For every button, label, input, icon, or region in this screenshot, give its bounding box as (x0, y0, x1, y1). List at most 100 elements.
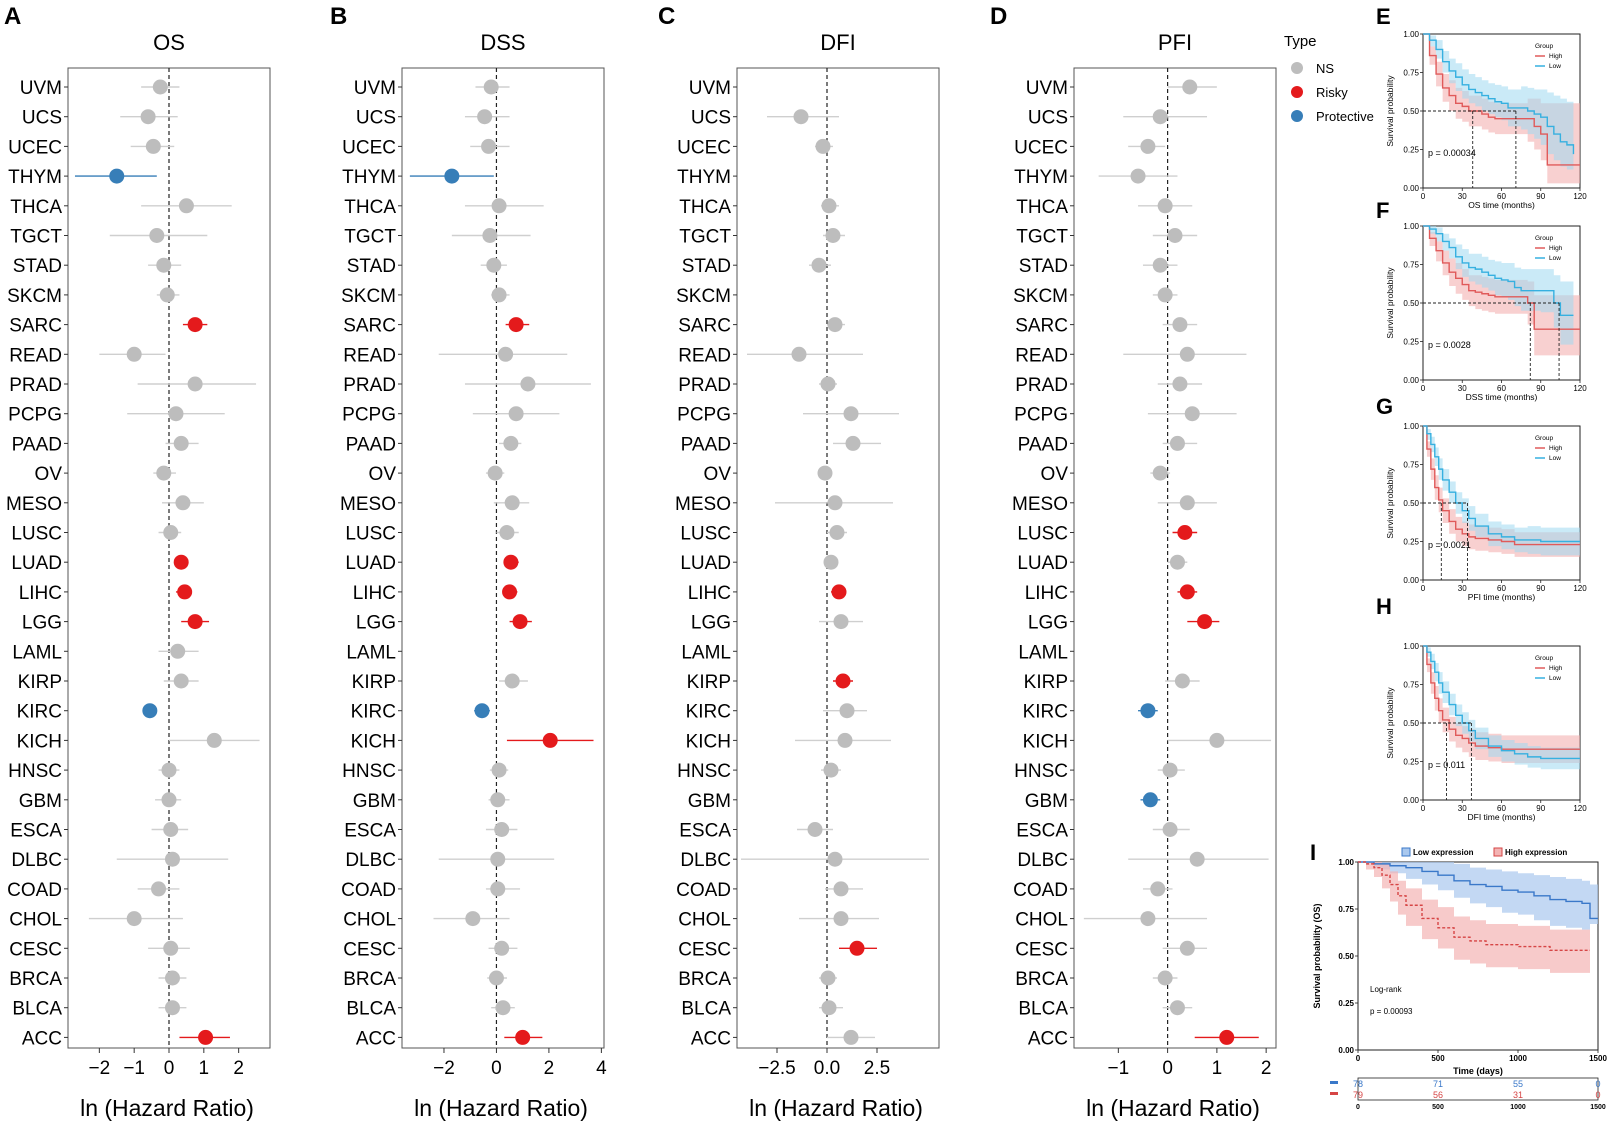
category-label: SARC (9, 316, 62, 337)
category-label: READ (1015, 345, 1068, 366)
category-label: HNSC (8, 761, 62, 782)
forest-plot-dfi: DFI UVM UCS UCEC THYM THCA TGCT STAD SKCM SARC REA… (675, 30, 940, 1121)
category-label: KIRP (18, 672, 62, 693)
y-tick-label: 0.75 (1338, 905, 1354, 914)
x-axis-label: ln (Hazard Ratio) (749, 1095, 923, 1121)
hr-point (140, 109, 156, 125)
x-tick-label: −2 (89, 1058, 111, 1079)
x-tick-label: 2.5 (864, 1058, 890, 1079)
category-label: TGCT (10, 227, 62, 248)
category-label: STAD (1019, 256, 1068, 277)
panel-letter-g: G (1376, 394, 1393, 419)
hr-point (1189, 851, 1205, 867)
hr-point (503, 435, 519, 451)
expression-legend-label: Low expression (1413, 848, 1474, 857)
hr-point (477, 109, 493, 125)
category-label: BLCA (1018, 999, 1068, 1020)
category-label: UCS (356, 108, 396, 129)
hr-point (1209, 732, 1225, 748)
category-label: TGCT (679, 227, 731, 248)
hr-point (161, 762, 177, 778)
hr-point (1150, 881, 1166, 897)
y-tick-label: 1.00 (1403, 422, 1419, 431)
hr-point (1172, 317, 1188, 333)
group-legend-label: Low (1549, 675, 1561, 682)
category-label: ACC (356, 1028, 396, 1049)
category-label: ESCA (344, 821, 396, 842)
category-label: OV (704, 464, 732, 485)
hr-point (1157, 970, 1173, 986)
panel-letter-f: F (1376, 198, 1389, 223)
x-axis-label: PFI time (months) (1468, 592, 1536, 602)
group-legend-label: High (1549, 245, 1563, 252)
hr-point (156, 465, 172, 481)
category-label: LUSC (11, 524, 62, 545)
y-tick-label: 0.75 (1403, 69, 1419, 78)
x-tick-label: 1500 (1589, 1054, 1607, 1063)
hr-point (490, 881, 506, 897)
x-tick-label: 120 (1573, 804, 1587, 813)
y-tick-label: 0.75 (1403, 461, 1419, 470)
hr-point (512, 614, 528, 630)
group-legend-label: High (1549, 53, 1563, 60)
y-tick-label: 0.25 (1403, 338, 1419, 347)
panel-letter-d: D (990, 3, 1007, 30)
hr-point (849, 940, 865, 956)
hr-point (156, 257, 172, 273)
category-label: GBM (19, 791, 62, 812)
category-label: MESO (675, 494, 731, 515)
hr-point (142, 703, 158, 719)
hr-point (845, 435, 861, 451)
risk-table-row-marker (1330, 1081, 1338, 1084)
category-label: BLCA (681, 999, 731, 1020)
hr-point (833, 881, 849, 897)
legend-risky-marker (1291, 86, 1303, 98)
km-plot-dss: 0.00 0.25 0.50 0.75 1.00 0 30 60 90 120 DSS time (… (1385, 222, 1587, 402)
category-label: KIRC (1023, 702, 1068, 723)
x-axis-label: OS time (months) (1468, 200, 1535, 210)
category-label: CHOL (343, 910, 396, 931)
category-label: LUAD (345, 553, 396, 574)
hr-point (1152, 109, 1168, 125)
hr-point (173, 673, 189, 689)
hr-point (508, 317, 524, 333)
hr-point (520, 376, 536, 392)
hr-point (163, 940, 179, 956)
x-tick-label: −1 (123, 1058, 145, 1079)
type-legend: Type NS Risky Protective (1284, 33, 1374, 124)
risk-table-count: 0 (1595, 1090, 1600, 1100)
y-tick-label: 0.50 (1403, 499, 1419, 508)
category-label: UCS (1028, 108, 1068, 129)
category-label: ACC (1028, 1028, 1068, 1049)
category-label: PAAD (346, 434, 396, 455)
category-label: SKCM (341, 286, 396, 307)
category-label: KICH (1023, 731, 1068, 752)
category-label: LAML (12, 642, 62, 663)
hr-point (504, 495, 520, 511)
x-tick-label: 1000 (1509, 1054, 1527, 1063)
survival-curve (1423, 425, 1580, 546)
hr-point (490, 851, 506, 867)
x-axis-label: ln (Hazard Ratio) (1086, 1095, 1260, 1121)
hr-point (491, 198, 507, 214)
hr-point (1179, 495, 1195, 511)
hr-point (494, 940, 510, 956)
category-label: ESCA (679, 821, 731, 842)
x-tick-label: 1 (1212, 1058, 1223, 1079)
hr-point (1140, 703, 1156, 719)
hr-point (498, 346, 514, 362)
category-label: LUAD (1017, 553, 1068, 574)
y-axis-label: Survival probability (1385, 467, 1395, 539)
category-label: KIRC (17, 702, 62, 723)
risk-table-frame (1357, 1077, 1599, 1101)
hr-point (831, 584, 847, 600)
y-tick-label: 0.25 (1403, 538, 1419, 547)
x-axis-label: ln (Hazard Ratio) (414, 1095, 588, 1121)
hr-point (145, 138, 161, 154)
hr-point (508, 406, 524, 422)
hr-point (821, 198, 837, 214)
x-tick-label: 2 (233, 1058, 244, 1079)
hr-point (163, 822, 179, 837)
hr-point (1142, 792, 1158, 808)
category-label: UVM (1026, 78, 1068, 99)
